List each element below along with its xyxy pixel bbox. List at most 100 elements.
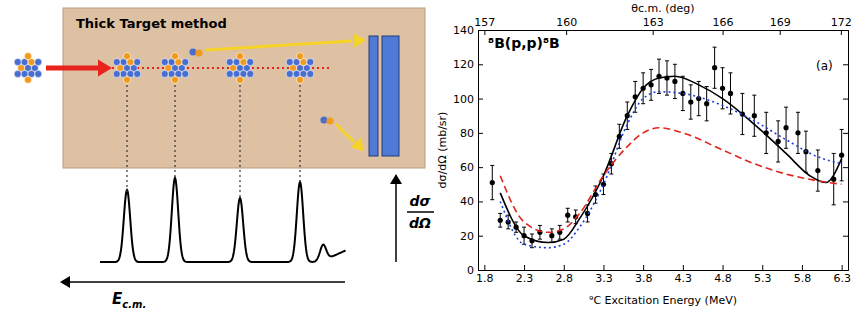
nucleon (247, 58, 254, 65)
nucleon (161, 70, 168, 77)
data-point (783, 125, 788, 130)
data-point (720, 86, 725, 91)
y-axis-right (843, 31, 849, 271)
chart-title: ⁸B(p,p)⁸B (488, 35, 560, 51)
tick-label: 3.8 (635, 272, 653, 285)
tick: 60 (460, 161, 483, 174)
tick-mark (524, 265, 525, 270)
tick-label: 172 (831, 16, 852, 29)
tick-label: 120 (453, 58, 474, 71)
nucleon (24, 76, 31, 83)
proton (320, 116, 333, 124)
tick: 4.3 (675, 265, 693, 285)
tick: 157 (474, 16, 495, 35)
error-bar (705, 87, 709, 121)
nucleon (123, 53, 130, 60)
error-bar (776, 121, 780, 162)
data-points (490, 47, 845, 248)
nucleon (307, 58, 314, 65)
data-point (839, 153, 844, 158)
tick: 160 (556, 16, 577, 35)
energy-arrow-head (60, 276, 70, 288)
figure: Thick Target methodEc.m.dσdΩ1.82.32.83.3… (0, 0, 862, 310)
tick-mark (843, 64, 848, 65)
tick-mark (841, 30, 842, 35)
tick-mark (478, 270, 483, 271)
axis-line (479, 31, 484, 271)
nucleon (24, 53, 31, 60)
model-curve (500, 92, 841, 248)
tick: 20 (460, 230, 483, 243)
tick (843, 270, 848, 271)
tick-mark (843, 236, 848, 237)
tick-mark (843, 133, 848, 134)
nucleon (113, 58, 120, 65)
tick: 172 (831, 16, 852, 35)
tick-mark (478, 64, 483, 65)
data-point (752, 113, 757, 118)
tick-mark (843, 270, 848, 271)
panel-annotation: (a) (816, 59, 833, 73)
nucleon (307, 70, 314, 77)
nucleus (226, 53, 254, 84)
fraction-bar (407, 211, 434, 213)
error-bar (490, 165, 494, 199)
tick (843, 201, 848, 202)
tick-label: 3.3 (595, 272, 613, 285)
tick: 120 (453, 58, 483, 71)
y-axis: 020406080100120140 (453, 24, 483, 277)
tick-mark (564, 265, 565, 270)
tick: 2.8 (556, 265, 574, 285)
top-axis: 157160163166169172 (474, 16, 852, 35)
tick-label: 0 (467, 264, 474, 277)
nucleon (182, 70, 189, 77)
target-box (63, 8, 425, 168)
tick-mark (843, 201, 848, 202)
nucleon (296, 76, 303, 83)
tick-mark (478, 133, 483, 134)
error-bar (689, 85, 693, 119)
error-bar (796, 112, 800, 153)
tick (843, 64, 848, 65)
spectrum-curve (100, 178, 346, 262)
recoil-arrow (206, 41, 352, 50)
nucleon (14, 58, 21, 65)
tick: 80 (460, 127, 483, 140)
model-curve (500, 76, 841, 242)
tick: 5.8 (794, 265, 812, 285)
tick-label: 60 (460, 161, 474, 174)
y-axis-title: dσ/dΩ (mb/sr) (436, 112, 449, 189)
tick-label: 2.8 (556, 272, 574, 285)
tick: 40 (460, 195, 483, 208)
data-point (498, 218, 503, 223)
energy-label: Ec.m. (112, 290, 146, 310)
tick-label: 40 (460, 195, 474, 208)
tick-label: 157 (474, 16, 495, 29)
nucleon (113, 70, 120, 77)
error-bar (550, 229, 554, 243)
tick-label: 100 (453, 93, 474, 106)
tick-label: 5.8 (794, 272, 812, 285)
error-bar (657, 59, 661, 93)
nucleon (296, 53, 303, 60)
nucleon (171, 76, 178, 83)
nucleon (134, 70, 141, 77)
nucleon (35, 58, 42, 65)
axis-line (843, 31, 849, 271)
nucleon (189, 48, 196, 55)
error-bar (697, 81, 701, 115)
nucleus (113, 53, 141, 84)
nucleon (226, 58, 233, 65)
data-point (565, 213, 570, 218)
tick-mark (566, 30, 567, 35)
tick-mark (478, 201, 483, 202)
tick-mark (484, 265, 485, 270)
error-bar (840, 129, 844, 180)
tick: 4.8 (714, 265, 732, 285)
tick-mark (842, 265, 843, 270)
error-bar (665, 61, 669, 95)
cross-section-numerator: dσ (410, 193, 431, 209)
error-bar (728, 73, 732, 114)
tick-label: 5.3 (754, 272, 772, 285)
error-bar (498, 213, 502, 227)
